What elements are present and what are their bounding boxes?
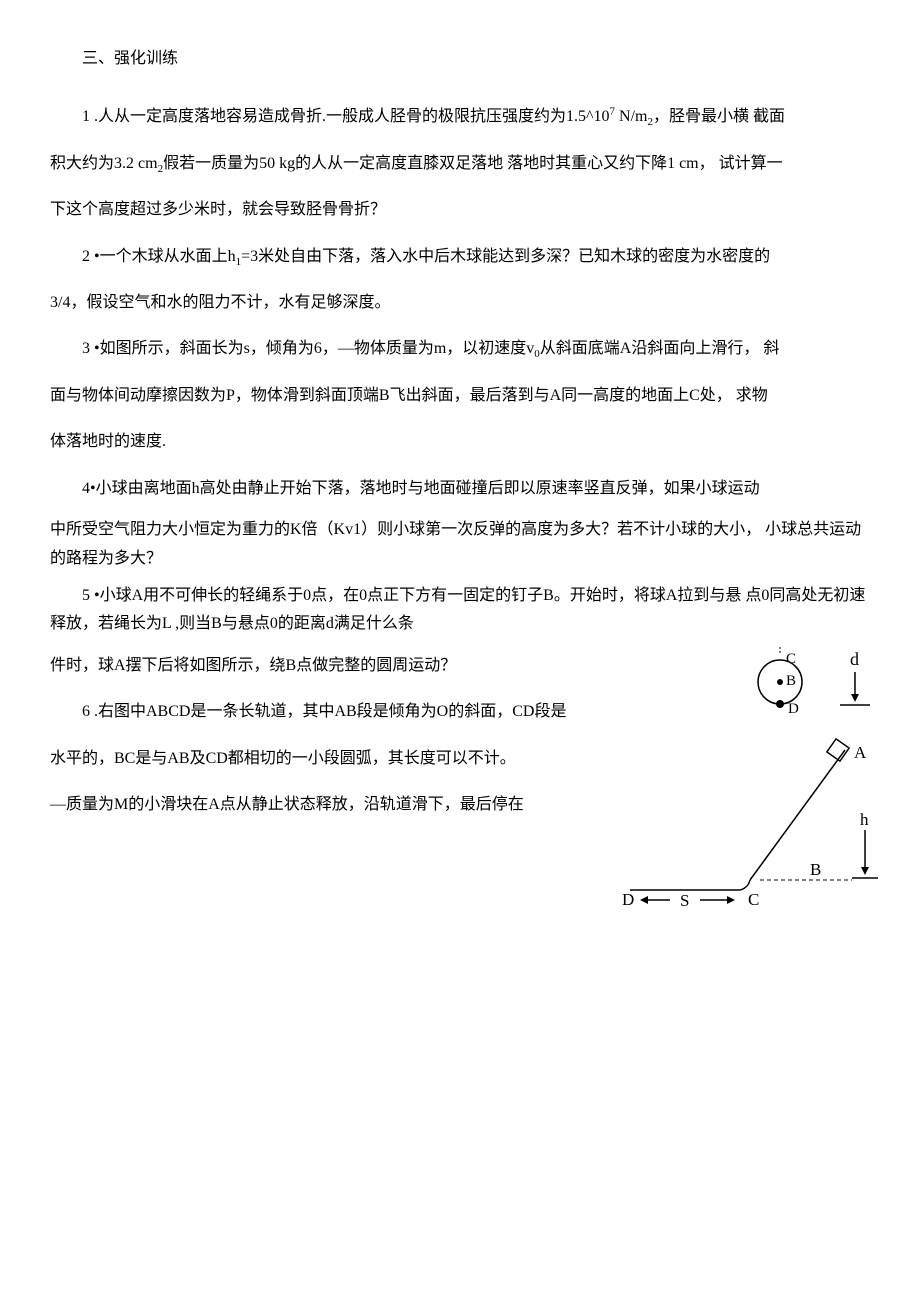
fig1-label-D: D: [788, 701, 799, 717]
problem-5-line1: 5 •小球A用不可伸长的轻绳系于0点，在0点正下方有一固定的钉子B。开始时，将球…: [50, 582, 870, 640]
p1-text1c: ，胫骨最小横 截面: [653, 108, 785, 125]
problem-6-line2: 水平的，BC是与AB及CD都相切的一小段圆弧，其长度可以不计。: [50, 740, 650, 778]
problem-1-line2: 积大约为3.2 cm2假若一质量为50 kg的人从一定高度直膝双足落地 落地时其…: [50, 145, 870, 183]
fig1-label-C: C: [786, 651, 796, 667]
p1-text2a: 积大约为3.2 cm: [50, 155, 158, 172]
incline-diagram-icon: A h B C D S: [620, 730, 880, 910]
problem-6-line1: 6 .右图中ABCD是一条长轨道，其中AB段是倾角为O的斜面，CD段是: [50, 693, 650, 731]
problem-1-line1: 1 .人从一定高度落地容易造成骨折.一般成人胫骨的极限抗压强度约为1.5^107…: [50, 98, 870, 136]
problem-4-line2: 中所受空气阻力大小恒定为重力的K倍（Kv1）则小球第一次反弹的高度为多大？若不计…: [50, 516, 870, 574]
p3-text1a: 3 •如图所示，斜面长为s，倾角为6，—物体质量为m，以初速度v: [82, 340, 534, 357]
problem-3-line1: 3 •如图所示，斜面长为s，倾角为6，—物体质量为m，以初速度v0从斜面底端A沿…: [50, 330, 870, 368]
problem-1-line3: 下这个高度超过多少米时，就会导致胫骨骨折？: [50, 191, 870, 229]
fig2-label-h: h: [860, 810, 869, 829]
figure-2: A h B C D S: [620, 730, 880, 925]
fig2-label-B: B: [810, 860, 821, 879]
p3-text1b: 从斜面底端A沿斜面向上滑行， 斜: [540, 340, 780, 357]
problem-3-line2: 面与物体间动摩擦因数为P，物体滑到斜面顶端B飞出斜面，最后落到与A同一高度的地面…: [50, 377, 870, 415]
fig2-label-D: D: [622, 890, 634, 909]
problem-3-line3: 体落地时的速度.: [50, 423, 870, 461]
problem-6-line3: —质量为M的小滑块在A点从静止状态释放，沿轨道滑下，最后停在: [50, 786, 650, 824]
fig2-label-A: A: [854, 743, 867, 762]
fig1-label-d: d: [850, 649, 859, 669]
p2-text1b: =3米处自由下落，落入水中后木球能达到多深？已知木球的密度为水密度的: [241, 248, 770, 265]
fig2-label-S: S: [680, 891, 689, 910]
p1-text1b: N/m: [615, 108, 647, 125]
circle-diagram-icon: C B D d: [730, 647, 880, 737]
p2-text1a: 2 •一个木球从水面上h: [82, 248, 236, 265]
problem-2-line2: 3/4，假设空气和水的阻力不计，水有足够深度。: [50, 284, 870, 322]
section-title: 三、强化训练: [50, 40, 870, 78]
problem-5-line2: 件时，球A摆下后将如图所示，绕B点做完整的圆周运动？: [50, 647, 650, 685]
problem-2-line1: 2 •一个木球从水面上h1=3米处自由下落，落入水中后木球能达到多深？已知木球的…: [50, 238, 870, 276]
problem-4-line1: 4•小球由离地面h高处由静止开始下落，落地时与地面碰撞后即以原速率竖直反弹，如果…: [50, 470, 870, 508]
fig1-label-B: B: [786, 673, 796, 689]
p1-text2b: 假若一质量为50 kg的人从一定高度直膝双足落地 落地时其重心又约下降1 cm，…: [163, 155, 783, 172]
p1-text1: 1 .人从一定高度落地容易造成骨折.一般成人胫骨的极限抗压强度约为1.5^10: [82, 108, 610, 125]
fig2-label-C: C: [748, 890, 759, 909]
